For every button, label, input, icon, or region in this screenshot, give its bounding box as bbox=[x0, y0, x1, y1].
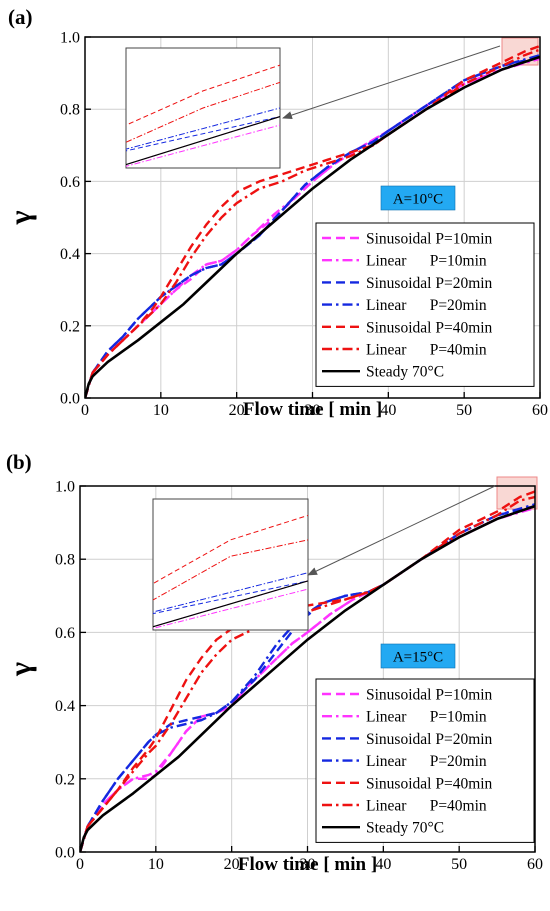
legend-label-0: Sinusoidal P=10min bbox=[366, 687, 493, 704]
inset-series-line-5 bbox=[153, 539, 308, 601]
inset-series-line-1 bbox=[126, 124, 280, 167]
amplitude-annotation-box bbox=[380, 185, 456, 211]
y-axis-title: γ bbox=[4, 210, 37, 225]
legend-label-2: Sinusoidal P=20min bbox=[366, 275, 493, 292]
inset-series-line-6 bbox=[126, 116, 280, 166]
inset-series-group bbox=[126, 64, 280, 167]
series-line-6 bbox=[85, 55, 540, 398]
x-tick-label: 10 bbox=[148, 856, 164, 873]
inset-series-line-6 bbox=[153, 580, 308, 628]
x-tick-label: 50 bbox=[451, 856, 467, 873]
series-line-6 bbox=[80, 504, 535, 852]
panel-a: 0 10 20 30 40 50 60 0.0 0.2 0.4 0.6 0.8 1.0 Flow time… bbox=[4, 5, 548, 420]
legend-label-3: Linear P=20min bbox=[366, 753, 487, 770]
x-tick-label: 50 bbox=[456, 402, 472, 419]
x-tick-label: 60 bbox=[532, 402, 548, 419]
x-axis-title: Flow time [ min ] bbox=[243, 399, 382, 420]
y-tick-label: 0.6 bbox=[60, 174, 80, 191]
legend-label-1: Linear P=10min bbox=[366, 253, 487, 270]
y-tick-label: 0.8 bbox=[55, 552, 75, 569]
x-tick-label: 10 bbox=[153, 402, 169, 419]
x-tick-label: 40 bbox=[375, 856, 391, 873]
x-tick-label: 0 bbox=[76, 856, 84, 873]
inset-series-line-5 bbox=[126, 81, 280, 143]
y-tick-label: 0.6 bbox=[55, 625, 75, 642]
x-tick-label: 40 bbox=[380, 402, 396, 419]
series-line-3 bbox=[85, 53, 540, 398]
x-tick-label: 30 bbox=[300, 856, 316, 873]
y-tick-label: 1.0 bbox=[55, 479, 75, 496]
x-axis-title: Flow time [ min ] bbox=[238, 854, 377, 875]
y-tick-label: 0.2 bbox=[55, 771, 75, 788]
legend-label-5: Linear P=40min bbox=[366, 342, 487, 359]
legend-label-5: Linear P=40min bbox=[366, 798, 487, 815]
panel-label: (b) bbox=[6, 450, 32, 474]
inset-series-line-3 bbox=[126, 107, 280, 150]
panel-b: 0 10 20 30 40 50 60 0.0 0.2 0.4 0.6 0.8 1.0 Flow time… bbox=[4, 450, 543, 875]
x-tick-label: 20 bbox=[224, 856, 240, 873]
y-axis-title: γ bbox=[4, 662, 37, 677]
legend-label-6: Steady 70°C bbox=[366, 364, 444, 381]
amplitude-annotation-box bbox=[380, 643, 456, 669]
y-tick-label: 0.0 bbox=[60, 391, 80, 408]
legend-label-0: Sinusoidal P=10min bbox=[366, 231, 493, 248]
inset-series-line-4 bbox=[126, 64, 280, 126]
x-tick-label: 20 bbox=[229, 402, 245, 419]
y-tick-label: 0.2 bbox=[60, 318, 80, 335]
series-group bbox=[85, 44, 540, 398]
inset-frame bbox=[152, 498, 309, 631]
legend-label-4: Sinusoidal P=40min bbox=[366, 775, 493, 792]
legend-label-1: Linear P=10min bbox=[366, 709, 487, 726]
inset-series-line-4 bbox=[153, 514, 308, 585]
x-tick-label: 0 bbox=[81, 402, 89, 419]
y-tick-label: 1.0 bbox=[60, 30, 80, 47]
panel-label: (a) bbox=[8, 5, 33, 29]
zoom-arrow bbox=[282, 45, 501, 119]
amplitude-annotation-text: A=15°C bbox=[393, 650, 443, 666]
legend-label-2: Sinusoidal P=20min bbox=[366, 731, 493, 748]
y-tick-label: 0.0 bbox=[55, 845, 75, 862]
y-tick-label: 0.4 bbox=[55, 698, 75, 715]
legend-label-4: Sinusoidal P=40min bbox=[366, 319, 493, 336]
inset-series-group bbox=[153, 514, 308, 629]
y-tick-label: 0.8 bbox=[60, 102, 80, 119]
series-line-5 bbox=[85, 48, 540, 398]
y-tick-label: 0.4 bbox=[60, 246, 80, 263]
x-tick-label: 60 bbox=[527, 856, 543, 873]
amplitude-annotation-text: A=10°C bbox=[393, 192, 443, 208]
zoom-arrow bbox=[307, 485, 496, 576]
legend-label-3: Linear P=20min bbox=[366, 297, 487, 314]
x-tick-label: 30 bbox=[305, 402, 321, 419]
legend-label-6: Steady 70°C bbox=[366, 820, 444, 837]
